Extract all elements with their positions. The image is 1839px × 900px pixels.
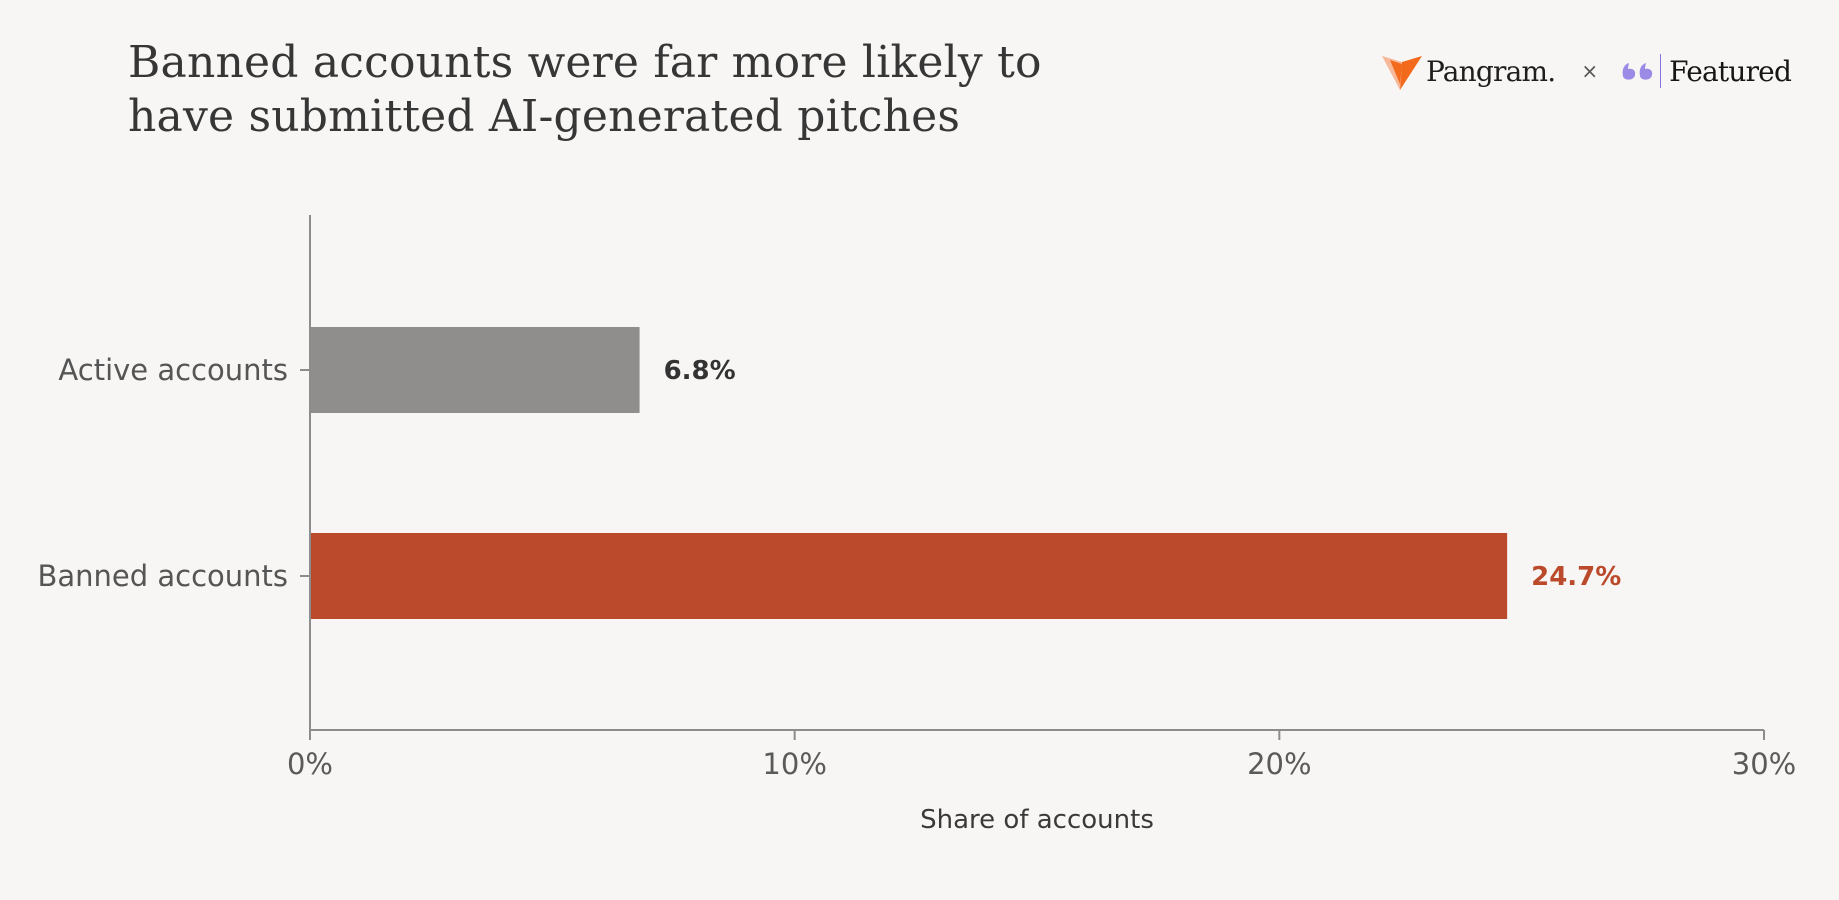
x-tick-label: 0%	[287, 747, 333, 781]
x-axis-title: Share of accounts	[920, 805, 1154, 835]
value-label: 24.7%	[1531, 562, 1621, 592]
featured-divider	[1660, 54, 1662, 88]
category-label: Banned accounts	[37, 559, 288, 593]
pangram-logo-icon	[1382, 56, 1422, 90]
pangram-logo-text: Pangram.	[1426, 54, 1556, 88]
featured-logo-text: Featured	[1669, 54, 1792, 88]
category-label: Active accounts	[58, 353, 288, 387]
x-tick-label: 20%	[1247, 747, 1311, 781]
chart-title: Banned accounts were far more likely to …	[128, 37, 1042, 142]
featured-quote-icon	[1622, 63, 1653, 80]
collaboration-times: ×	[1581, 59, 1599, 83]
value-label: 6.8%	[664, 356, 736, 386]
x-tick-label: 30%	[1732, 747, 1796, 781]
brand-logos: Pangram. × Featured	[1380, 50, 1792, 92]
bar-banned-accounts	[310, 533, 1508, 619]
x-tick-label: 10%	[762, 747, 826, 781]
bar-active-accounts	[310, 327, 640, 413]
